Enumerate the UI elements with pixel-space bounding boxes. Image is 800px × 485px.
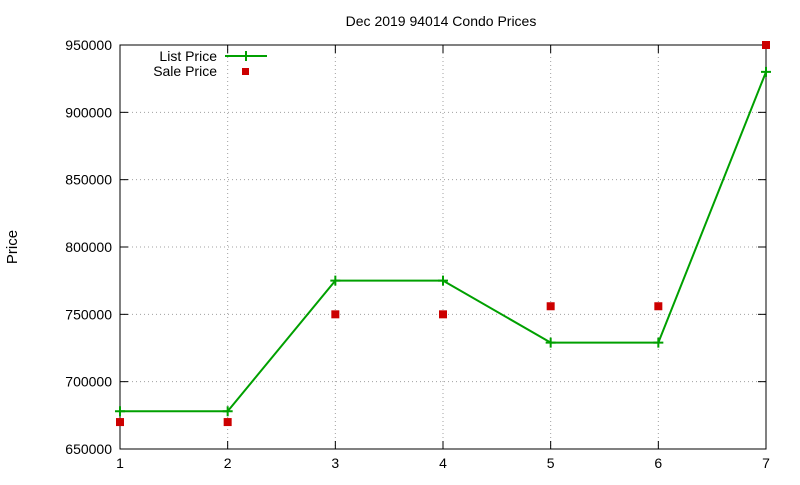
data-point-list-price xyxy=(115,406,125,417)
x-tick-label: 6 xyxy=(654,455,662,471)
y-tick-label: 850000 xyxy=(65,172,112,188)
legend-label-sale-price: Sale Price xyxy=(153,63,217,79)
axes: 650000 700000 750000 800000 850000 900000 9500… xyxy=(65,37,770,471)
data-point-list-price xyxy=(438,275,448,286)
legend-marker-sale-price xyxy=(242,68,249,75)
x-tick-label: 5 xyxy=(547,455,555,471)
legend: List Price Sale Price xyxy=(153,48,267,79)
data-point-sale-price xyxy=(762,41,770,49)
data-point-sale-price xyxy=(439,310,447,319)
y-tick-label: 800000 xyxy=(65,239,112,255)
y-axis-label: Price xyxy=(4,230,21,264)
y-tick-label: 950000 xyxy=(65,37,112,53)
grid-lines xyxy=(120,45,766,449)
legend-marker-list-price xyxy=(241,51,251,61)
data-point-list-price xyxy=(653,337,664,348)
y-tick-label: 900000 xyxy=(65,104,112,120)
x-tick-label: 4 xyxy=(439,455,447,471)
series-layer xyxy=(115,41,771,427)
data-point-sale-price xyxy=(116,418,124,427)
data-point-list-price xyxy=(761,66,771,77)
x-tick-label: 3 xyxy=(331,455,339,471)
data-point-sale-price xyxy=(654,302,663,311)
data-point-sale-price xyxy=(223,418,232,427)
x-tick-label: 7 xyxy=(762,455,770,471)
data-point-list-price xyxy=(545,337,556,348)
x-tick-label: 1 xyxy=(116,455,124,471)
data-point-sale-price xyxy=(331,310,340,319)
legend-label-list-price: List Price xyxy=(159,48,217,64)
x-tick-label: 2 xyxy=(224,455,232,471)
data-point-list-price xyxy=(222,406,233,417)
chart-title: Dec 2019 94014 Condo Prices xyxy=(346,13,537,29)
y-tick-label: 650000 xyxy=(65,441,112,457)
data-point-sale-price xyxy=(546,302,555,311)
y-tick-label: 750000 xyxy=(65,306,112,322)
y-tick-label: 700000 xyxy=(65,374,112,390)
data-point-list-price xyxy=(330,275,341,286)
plot-frame xyxy=(119,44,767,450)
